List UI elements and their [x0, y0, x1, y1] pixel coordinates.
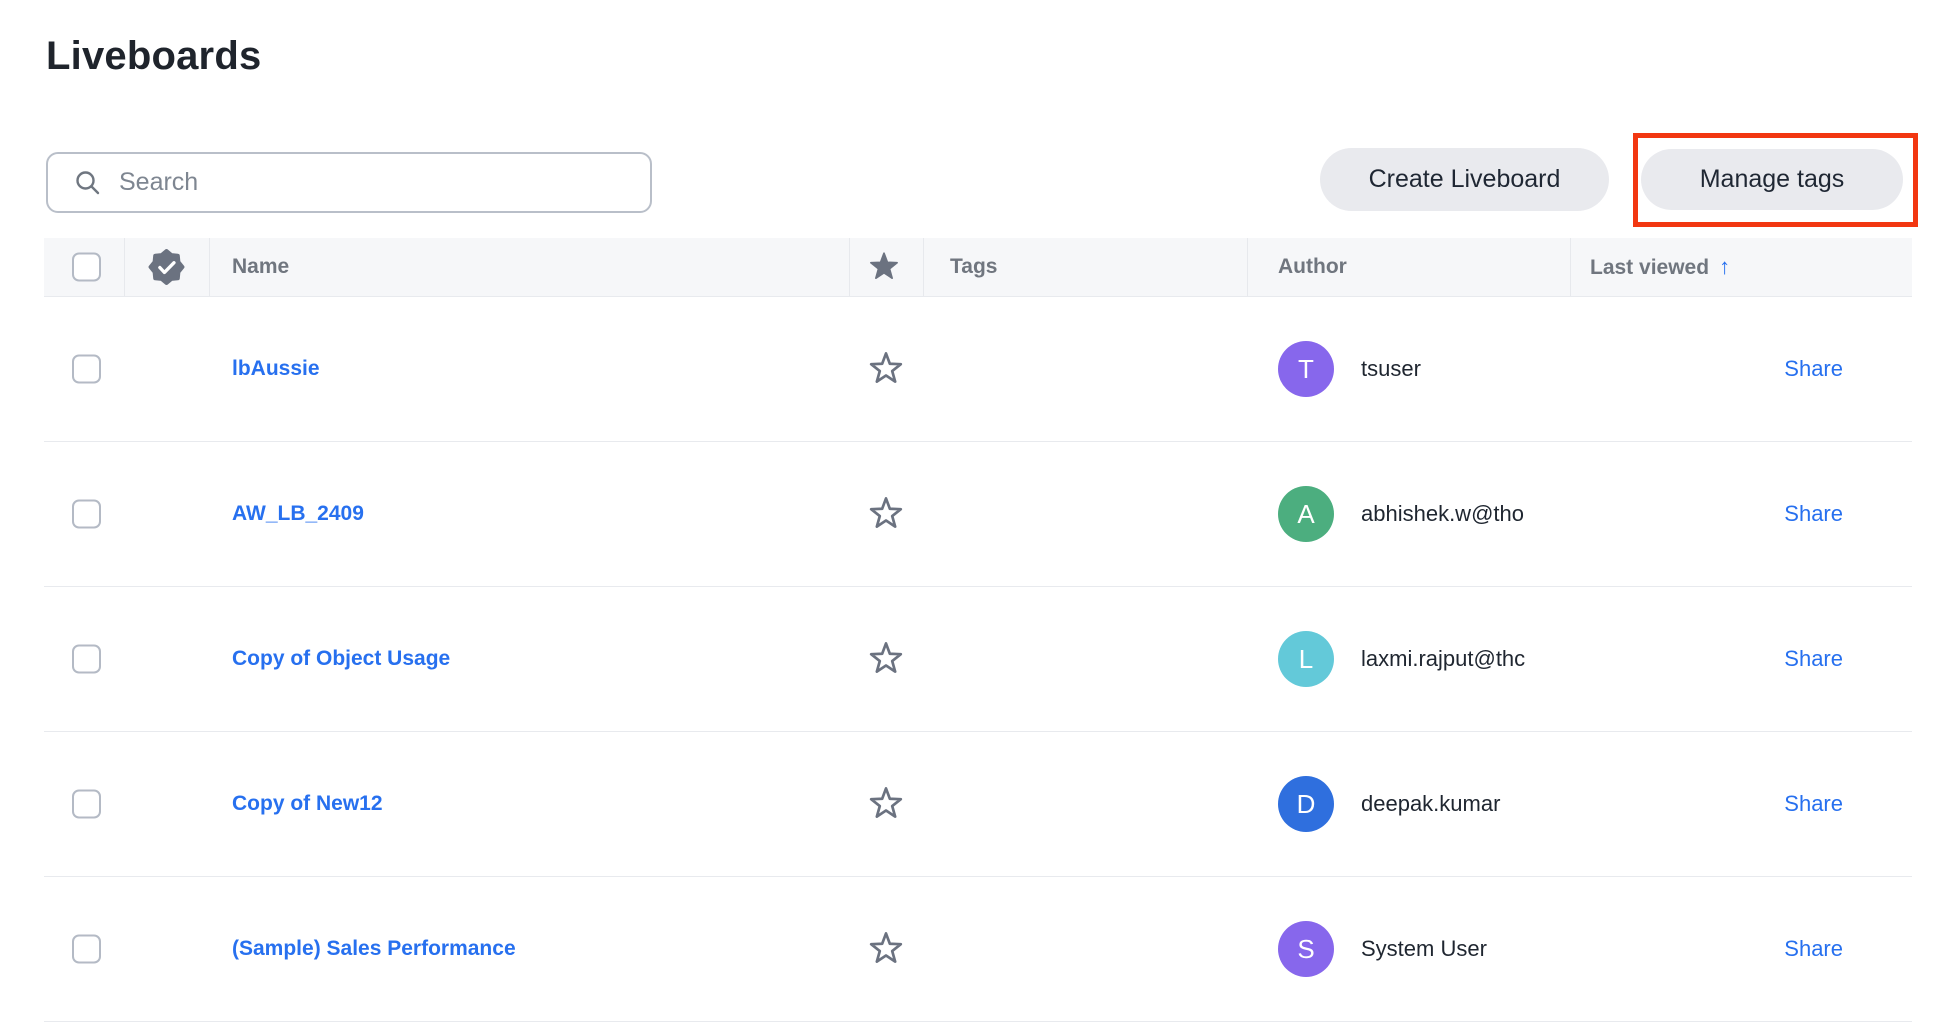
row-0-share-link[interactable]: Share	[1784, 356, 1843, 381]
column-divider	[849, 238, 850, 296]
table-body: lbAussie T tsuser Share AW_LB_2409 A abh…	[44, 297, 1912, 1022]
favorite-column-star-icon[interactable]	[869, 252, 899, 282]
row-1-favorite-star-icon[interactable]	[869, 497, 903, 531]
column-header-author[interactable]: Author	[1278, 255, 1347, 278]
row-3-favorite-star-icon[interactable]	[869, 787, 903, 821]
row-4-avatar-initial: S	[1297, 933, 1315, 964]
row-1-share-link[interactable]: Share	[1784, 501, 1843, 526]
row-3-liveboard-name-link[interactable]: Copy of New12	[232, 792, 383, 815]
last-viewed-label: Last viewed	[1590, 256, 1710, 279]
column-header-name[interactable]: Name	[232, 255, 290, 278]
select-all-checkbox[interactable]	[72, 252, 101, 282]
row-1-author-name: abhishek.w@tho	[1361, 501, 1524, 526]
verified-badge-icon	[147, 248, 186, 287]
row-3-avatar-initial: D	[1296, 788, 1316, 819]
row-0-liveboard-name-link[interactable]: lbAussie	[232, 357, 320, 380]
row-2-checkbox[interactable]	[72, 644, 101, 674]
row-0-avatar-initial: T	[1298, 353, 1314, 384]
row-2-avatar-initial: L	[1298, 643, 1314, 674]
table-header: Name Tags Author Last viewed ↑	[44, 238, 1912, 297]
column-divider	[1570, 238, 1571, 296]
search-box[interactable]	[46, 152, 652, 213]
row-3-author-avatar: D	[1278, 776, 1334, 832]
column-divider	[124, 238, 125, 296]
row-3-share-link[interactable]: Share	[1784, 791, 1843, 816]
column-divider	[209, 238, 210, 296]
row-4-share-link[interactable]: Share	[1784, 936, 1843, 961]
manage-tags-button[interactable]: Manage tags	[1641, 149, 1903, 210]
row-0-author-name: tsuser	[1361, 356, 1421, 381]
create-liveboard-button[interactable]: Create Liveboard	[1320, 148, 1609, 211]
table-row-3: Copy of New12 D deepak.kumar Share	[44, 732, 1912, 877]
sort-ascending-arrow-icon[interactable]: ↑	[1719, 254, 1731, 279]
row-4-liveboard-name-link[interactable]: (Sample) Sales Performance	[232, 937, 516, 960]
row-1-liveboard-name-link[interactable]: AW_LB_2409	[232, 502, 364, 525]
table-row-2: Copy of Object Usage L laxmi.rajput@thc …	[44, 587, 1912, 732]
row-2-share-link[interactable]: Share	[1784, 646, 1843, 671]
row-2-author-name: laxmi.rajput@thc	[1361, 646, 1526, 671]
row-2-author-avatar: L	[1278, 631, 1334, 687]
column-divider	[923, 238, 924, 296]
row-4-author-name: System User	[1361, 936, 1487, 961]
table-row-0: lbAussie T tsuser Share	[44, 297, 1912, 442]
row-0-checkbox[interactable]	[72, 354, 101, 384]
row-3-author-name: deepak.kumar	[1361, 791, 1501, 816]
column-header-tags[interactable]: Tags	[950, 255, 998, 278]
row-3-checkbox[interactable]	[72, 789, 101, 819]
search-icon	[74, 169, 101, 196]
row-4-favorite-star-icon[interactable]	[869, 932, 903, 966]
column-header-last-viewed[interactable]: Last viewed ↑	[1590, 254, 1730, 280]
row-2-liveboard-name-link[interactable]: Copy of Object Usage	[232, 647, 451, 670]
row-1-author-avatar: A	[1278, 486, 1334, 542]
row-0-favorite-star-icon[interactable]	[869, 352, 903, 386]
column-divider	[1247, 238, 1248, 296]
row-2-favorite-star-icon[interactable]	[869, 642, 903, 676]
row-1-avatar-initial: A	[1297, 498, 1315, 529]
row-4-author-avatar: S	[1278, 921, 1334, 977]
page-title: Liveboards	[46, 34, 262, 78]
search-input[interactable]	[119, 168, 619, 197]
liveboards-table: Name Tags Author Last viewed ↑ lbAussie T	[44, 238, 1912, 1022]
row-1-checkbox[interactable]	[72, 499, 101, 529]
row-0-author-avatar: T	[1278, 341, 1334, 397]
table-row-1: AW_LB_2409 A abhishek.w@tho Share	[44, 442, 1912, 587]
row-4-checkbox[interactable]	[72, 934, 101, 964]
table-row-4: (Sample) Sales Performance S System User…	[44, 877, 1912, 1022]
